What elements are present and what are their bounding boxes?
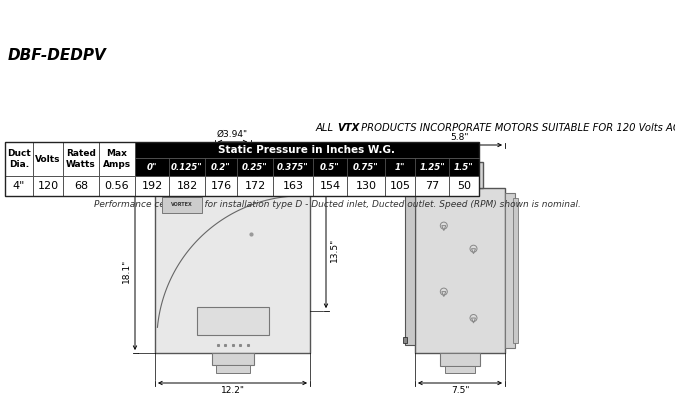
Bar	[33, 142, 63, 176]
Bar	[405, 196, 415, 345]
Bar	[273, 176, 313, 196]
Text: Ø3.94": Ø3.94"	[217, 130, 248, 139]
Bar	[347, 158, 385, 176]
Bar	[513, 198, 518, 343]
Bar	[169, 176, 205, 196]
Bar	[205, 176, 237, 196]
Text: 0.375": 0.375"	[277, 162, 309, 172]
Text: 50: 50	[457, 181, 471, 191]
Text: 163: 163	[283, 181, 304, 191]
Bar	[415, 176, 449, 196]
Text: 18.1": 18.1"	[122, 258, 131, 283]
Bar	[440, 353, 480, 366]
Text: 176: 176	[211, 181, 232, 191]
Bar	[273, 158, 313, 176]
Bar	[347, 176, 385, 196]
Text: 68: 68	[74, 181, 88, 191]
Bar	[449, 176, 479, 196]
Bar	[5, 176, 33, 196]
Text: 0.56: 0.56	[105, 181, 130, 191]
Text: 12.2": 12.2"	[221, 386, 244, 395]
Text: 4": 4"	[13, 181, 25, 191]
Text: 172: 172	[244, 181, 266, 191]
Bar	[415, 188, 505, 353]
Text: Volts: Volts	[35, 154, 61, 164]
Bar	[63, 142, 99, 176]
Text: Rated
Watts: Rated Watts	[66, 149, 96, 169]
Bar	[313, 176, 347, 196]
Text: 1.25": 1.25"	[419, 162, 445, 172]
Text: 120: 120	[37, 181, 59, 191]
Bar	[169, 158, 205, 176]
Text: Duct
Dia.: Duct Dia.	[7, 149, 31, 169]
Text: 0.75": 0.75"	[353, 162, 379, 172]
Bar	[215, 365, 250, 373]
Text: Max
Amps: Max Amps	[103, 149, 131, 169]
Bar	[135, 176, 169, 196]
Bar	[385, 158, 415, 176]
Text: 13.5": 13.5"	[330, 237, 339, 262]
Bar	[445, 366, 475, 373]
Text: 0.25": 0.25"	[242, 162, 268, 172]
Text: 0.125": 0.125"	[171, 162, 203, 172]
Text: Performance certified is for installation type D - Ducted inlet, Ducted outlet. : Performance certified is for installatio…	[94, 200, 580, 209]
Bar	[313, 158, 347, 176]
Bar	[415, 158, 449, 176]
Bar	[215, 150, 250, 160]
Text: 182: 182	[176, 181, 198, 191]
Text: 1.5": 1.5"	[454, 162, 474, 172]
Text: 77: 77	[425, 181, 439, 191]
Text: DBF-DEDPV: DBF-DEDPV	[8, 48, 107, 63]
Text: PRODUCTS INCORPORATE MOTORS SUITABLE FOR 120 Volts AC 60Hz ELECTRICAL SUPPLY ONL: PRODUCTS INCORPORATE MOTORS SUITABLE FOR…	[358, 123, 675, 133]
Text: ALL: ALL	[316, 123, 337, 133]
Bar	[449, 158, 479, 176]
Text: 192: 192	[141, 181, 163, 191]
Text: 105: 105	[389, 181, 410, 191]
Text: 0.5": 0.5"	[320, 162, 340, 172]
Text: 154: 154	[319, 181, 341, 191]
Text: VORTEX: VORTEX	[171, 202, 193, 208]
Bar	[155, 188, 310, 353]
Bar	[205, 158, 237, 176]
Text: Static Pressure in Inches W.G.: Static Pressure in Inches W.G.	[219, 145, 396, 155]
Bar	[213, 160, 252, 188]
Bar	[162, 197, 202, 213]
Bar	[99, 176, 135, 196]
Text: 0.2": 0.2"	[211, 162, 231, 172]
Bar	[99, 142, 135, 176]
Bar	[441, 162, 479, 188]
Bar	[5, 142, 33, 176]
Text: 5.8": 5.8"	[451, 133, 469, 142]
Text: 130: 130	[356, 181, 377, 191]
Bar	[196, 307, 269, 335]
Bar	[211, 353, 254, 365]
Bar	[237, 176, 273, 196]
Bar	[505, 193, 515, 348]
Bar	[403, 337, 407, 343]
Bar	[443, 153, 477, 162]
Bar	[33, 176, 63, 196]
Bar	[5, 142, 479, 196]
Text: 7.5": 7.5"	[451, 386, 469, 395]
Bar	[385, 176, 415, 196]
Bar	[135, 142, 479, 176]
Bar	[209, 160, 256, 188]
Text: 1": 1"	[395, 162, 405, 172]
Bar	[437, 162, 483, 188]
Text: VTX: VTX	[337, 123, 359, 133]
Bar	[237, 158, 273, 176]
Bar	[135, 158, 169, 176]
Bar	[63, 176, 99, 196]
Text: 0": 0"	[146, 162, 157, 172]
